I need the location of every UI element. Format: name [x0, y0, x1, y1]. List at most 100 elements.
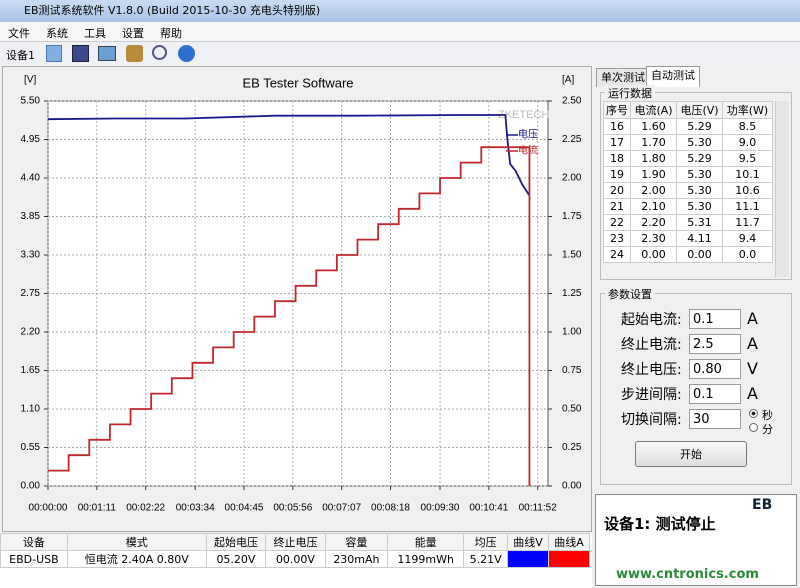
table-cell: 9.0 [722, 134, 773, 151]
column-header: 容量 [324, 533, 389, 551]
y2-tick-label: 0.25 [562, 442, 582, 453]
menu-item[interactable]: 工具 [84, 27, 106, 40]
table-cell: 18 [602, 150, 632, 167]
table-cell: 5.29 [676, 150, 724, 167]
y2-tick-label: 2.50 [562, 96, 582, 107]
device-label: 设备1 [6, 49, 35, 62]
column-header: 曲线A [548, 533, 590, 551]
column-header: 终止电压 [265, 533, 326, 551]
x-tick-label: 00:07:07 [322, 503, 361, 514]
status-text: 设备1: 测试停止 [604, 515, 716, 533]
column-header: 电流(A) [630, 101, 678, 119]
chart: EB Tester Software [V] [A] ZKETECH 0.00 0.55 1… [3, 67, 591, 531]
y-tick-label: 0.00 [21, 481, 41, 492]
table-row: 23 2.30 4.11 9.4 [602, 230, 773, 247]
field-input[interactable]: 2.5 [689, 334, 741, 354]
field-label: 步进间隔: [621, 387, 682, 403]
y-tick-label: 1.65 [21, 365, 41, 376]
run-data-group: 运行数据 序号 电流(A) 电压(V) 功率(W) 16 1.60 5.29 8.5 17 1.7… [600, 85, 792, 280]
x-tick-label: 00:10:41 [469, 503, 508, 514]
tab[interactable]: 单次测试 [596, 68, 650, 87]
radio-label: 秒 [762, 409, 773, 422]
table-cell: 17 [602, 134, 632, 151]
table-cell: 1199mWh [387, 550, 465, 568]
field-input[interactable]: 0.1 [689, 384, 741, 404]
brand: EB [752, 497, 773, 513]
table-cell: 2.20 [630, 214, 678, 231]
field-input[interactable]: 30 [689, 409, 741, 429]
y-tick-label: 0.55 [21, 442, 41, 453]
x-tick-label: 00:02:22 [126, 503, 165, 514]
start-button[interactable]: 开始 [635, 441, 747, 467]
table-cell: 22 [602, 214, 632, 231]
legend-label: 电压 [518, 128, 538, 141]
table-cell: 2.00 [630, 182, 678, 199]
status-box: EB 设备1: 测试停止 www.cntronics.com [595, 494, 797, 586]
chart-title: EB Tester Software [242, 75, 353, 90]
radio[interactable] [749, 409, 758, 418]
save-button[interactable] [72, 45, 89, 62]
table-cell: 21 [602, 198, 632, 215]
y2-tick-label: 2.00 [562, 173, 582, 184]
y2-tick-label: 0.75 [562, 365, 582, 376]
table-cell: 4.11 [676, 230, 724, 247]
right-panel: 单次测试 自动测试 运行数据 序号 电流(A) 电压(V) 功率(W) 16 1.60 5.… [594, 66, 800, 492]
radio-label: 分 [762, 423, 773, 436]
group-title: 运行数据 [605, 85, 655, 101]
group-title: 参数设置 [605, 286, 655, 302]
table-cell: 9.5 [722, 150, 773, 167]
y-tick-label: 4.95 [21, 134, 41, 145]
tools-button[interactable] [126, 45, 143, 62]
table-row: EBD-USB 恒电流 2.40A 0.80V 05.20V 00.00V 230mAh… [0, 550, 590, 568]
field-input[interactable]: 0.1 [689, 309, 741, 329]
table-row: 22 2.20 5.31 11.7 [602, 214, 773, 231]
menu-item[interactable]: 设置 [122, 27, 144, 40]
info-button[interactable] [178, 45, 195, 62]
field-label: 起始电流: [621, 312, 682, 328]
scrollbar[interactable] [775, 101, 789, 277]
table-cell: 1.70 [630, 134, 678, 151]
y2-tick-label: 1.25 [562, 288, 582, 299]
chart-button[interactable] [98, 46, 116, 61]
menu-bar: 文件 系统 工具 设置 帮助 [0, 22, 800, 42]
x-tick-label: 00:08:18 [371, 503, 410, 514]
watermark: ZKETECH [498, 109, 549, 121]
open-button[interactable] [46, 45, 62, 62]
table-cell: 2.10 [630, 198, 678, 215]
field-label: 终止电流: [621, 337, 682, 353]
chart-panel: EB Tester Software [V] [A] ZKETECH 0.00 0.55 1… [2, 66, 592, 532]
table-cell: 19 [602, 166, 632, 183]
y2-axis-label: [A] [562, 75, 574, 86]
x-tick-label: 00:11:52 [519, 503, 558, 514]
table-cell: 20 [602, 182, 632, 199]
table-cell: 1.60 [630, 118, 678, 135]
table-cell: 05.20V [205, 550, 267, 568]
table-cell: 11.1 [722, 198, 773, 215]
menu-item[interactable]: 帮助 [160, 27, 182, 40]
column-header: 功率(W) [722, 101, 773, 119]
tab-active[interactable]: 自动测试 [646, 66, 700, 87]
params-group: 参数设置 起始电流: 0.1 A 终止电流: 2.5 A 终止电压: 0.80 V 步进间隔: 0.… [600, 286, 792, 485]
table-row: 24 0.00 0.00 0.0 [602, 246, 773, 263]
curve-color [507, 550, 549, 568]
column-header: 序号 [602, 101, 632, 119]
y-tick-label: 3.30 [21, 250, 41, 261]
y-tick-label: 2.20 [21, 327, 41, 338]
run-table: 序号 电流(A) 电压(V) 功率(W) 16 1.60 5.29 8.5 17 1.70 5.30… [602, 101, 773, 263]
table-row: 16 1.60 5.29 8.5 [602, 118, 773, 135]
table-cell: 2.30 [630, 230, 678, 247]
table-cell: 10.1 [722, 166, 773, 183]
table-cell: 0.0 [722, 246, 773, 263]
menu-item[interactable]: 文件 [8, 27, 30, 40]
toolbar: 设备1 [0, 42, 800, 66]
field-input[interactable]: 0.80 [689, 359, 741, 379]
x-tick-label: 00:04:45 [225, 503, 264, 514]
series-line [47, 114, 531, 196]
y2-tick-label: 0.00 [562, 481, 582, 492]
radio[interactable] [749, 423, 758, 432]
column-header: 起始电压 [205, 533, 267, 551]
zoom-button[interactable] [152, 45, 167, 60]
column-header: 电压(V) [676, 101, 724, 119]
menu-item[interactable]: 系统 [46, 27, 68, 40]
